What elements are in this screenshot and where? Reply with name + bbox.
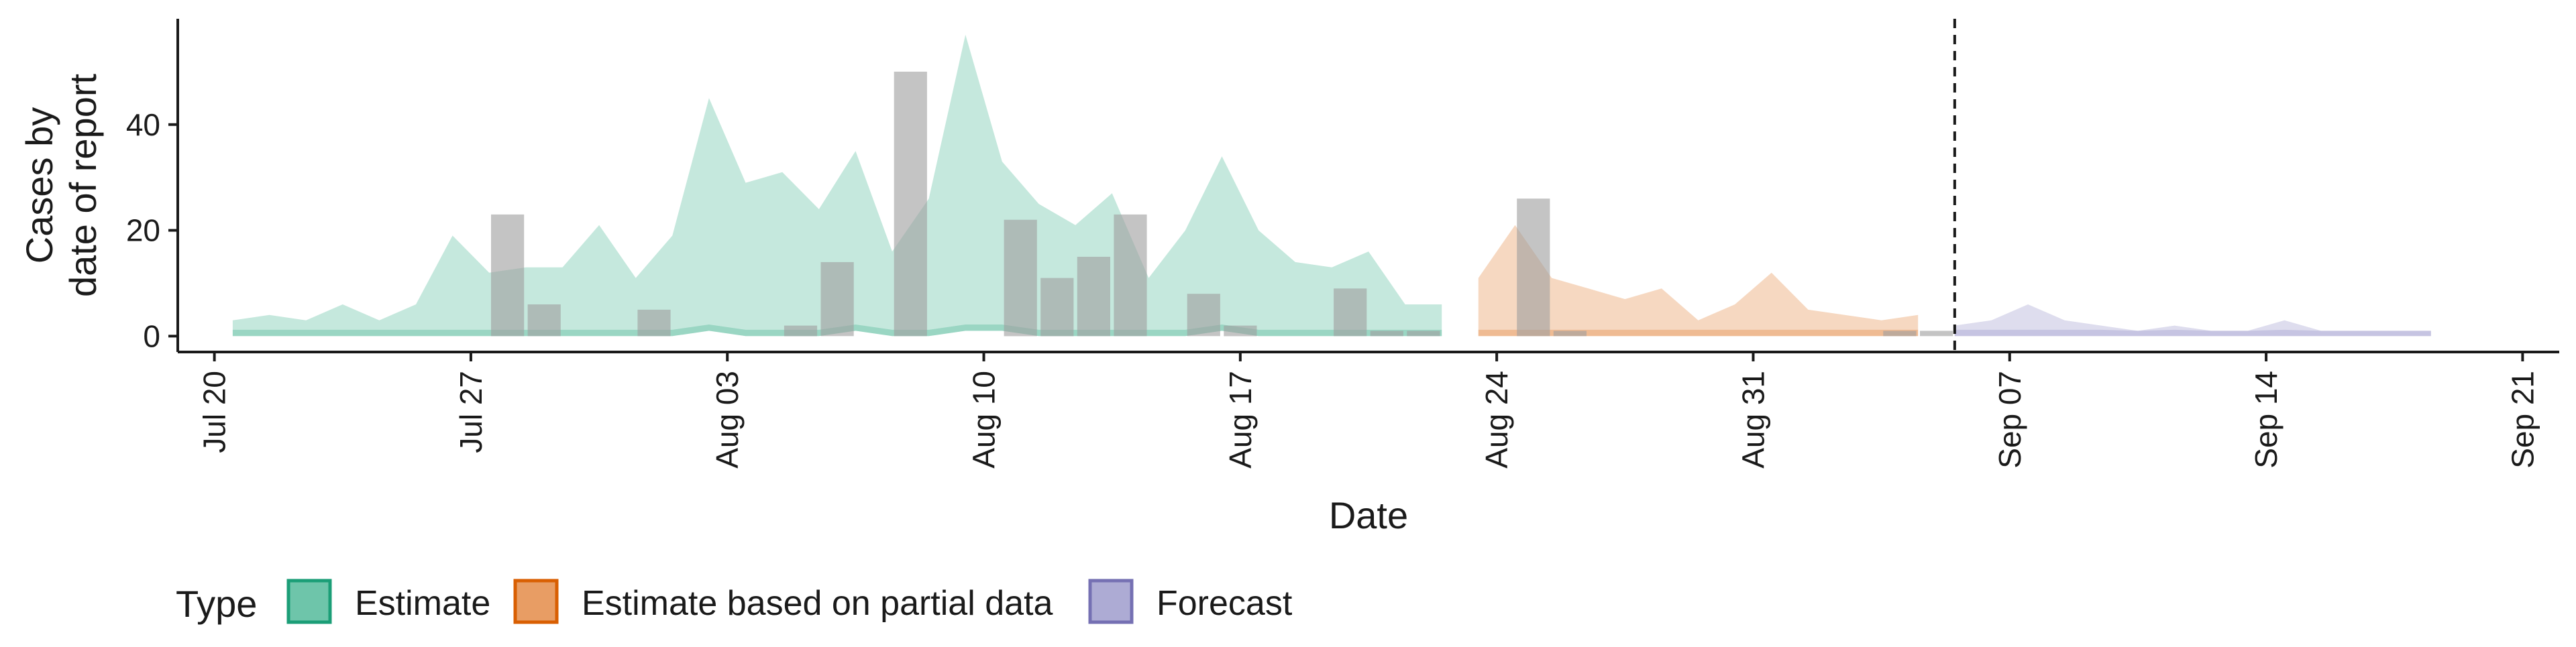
legend-title: Type [176,583,257,625]
legend: Type Estimate Estimate based on partial da… [176,579,1293,625]
observed-bar [1334,288,1367,337]
x-tick-label: Aug 03 [710,371,745,469]
series-estimate-based-on-partial-data [1478,225,1919,337]
legend-swatch [286,579,332,624]
legend-label: Estimate [355,584,490,623]
legend-item-estimate-based-on-partial-data: Estimate based on partial data [513,579,1053,624]
observed-bar [1370,331,1403,337]
y-tick-label: 40 [126,107,160,142]
observed-bar [1187,294,1220,337]
legend-swatch [1088,579,1134,624]
area-forecast [1954,304,2431,337]
inner-band-estimate-based-on-partial-data [1478,329,1919,337]
observed-bar [1040,278,1074,337]
observed-bar [1407,331,1440,337]
observed-bar [1517,198,1550,337]
x-tick-label: Aug 10 [967,371,1002,469]
inner-band-forecast [1954,329,2431,337]
observed-bar [1883,331,1917,337]
x-tick-label: Aug 24 [1479,371,1514,469]
observed-bar [1553,331,1587,337]
observed-bars [491,71,1953,337]
x-tick-label: Aug 17 [1223,371,1258,469]
y-axis-title-line-2: date of report [62,74,104,298]
x-axis-title: Date [1329,494,1408,536]
axes: Jul 20 Jul 27 Aug 03 Aug 10 Aug 17 Aug 24 Aug … [126,19,2559,469]
y-tick-label: 20 [126,213,160,248]
observed-bar [1224,325,1257,337]
observed-bar [1920,331,1953,337]
observed-bar [527,304,561,337]
observed-bar [784,325,818,337]
observed-bar [637,309,671,337]
observed-bar [894,71,927,337]
legend-label: Forecast [1157,584,1293,623]
series-areas [232,34,2431,337]
x-tick-label: Aug 31 [1736,371,1771,469]
axis-labels: Date Cases by date of report [18,74,1408,536]
area-estimate-based-on-partial-data [1478,225,1919,337]
x-tick-label: Sep 14 [2249,371,2284,469]
legend-item-estimate: Estimate [286,579,490,624]
observed-bar [1004,219,1037,337]
observed-bar [1077,257,1110,337]
x-tick-label: Sep 07 [1992,371,2027,469]
legend-item-forecast: Forecast [1088,579,1293,624]
observed-bar [491,214,525,337]
x-tick-label: Jul 20 [197,371,232,453]
x-tick-label: Sep 21 [2505,371,2540,469]
y-axis-title-line-1: Cases by [18,107,60,263]
legend-label: Estimate based on partial data [582,584,1053,623]
x-tick-label: Jul 27 [453,371,488,453]
observed-bar [1114,214,1147,337]
series-forecast [1954,304,2431,337]
observed-bar [820,261,854,337]
legend-swatch [513,579,559,624]
y-tick-label: 0 [143,318,160,353]
